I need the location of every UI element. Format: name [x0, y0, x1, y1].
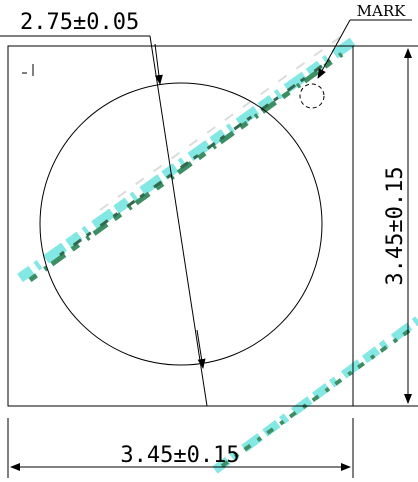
mark-circle [299, 83, 325, 109]
lens-circle [39, 82, 323, 366]
height-label: 3.45±0.15 [383, 166, 408, 285]
diameter-label: 2.75±0.05 [20, 10, 139, 35]
mark-leader [317, 19, 412, 79]
diameter-dimension [0, 35, 208, 407]
mark-label: MARK [357, 2, 406, 20]
height-dimension [353, 45, 418, 407]
watermark-streaks [17, 29, 418, 474]
package-outline [7, 45, 354, 407]
width-label: 3.45±0.15 [120, 443, 239, 468]
corner-marker [22, 64, 34, 76]
width-dimension [7, 418, 354, 478]
